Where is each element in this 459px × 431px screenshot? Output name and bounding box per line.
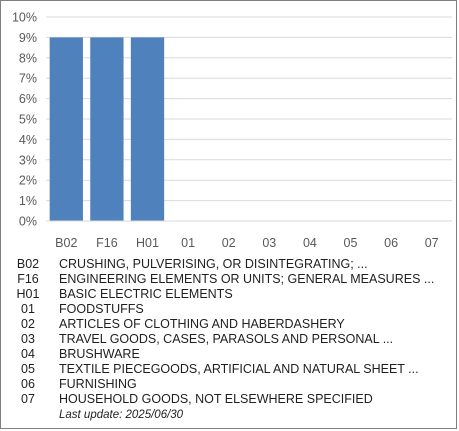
last-update-value: 2025/06/30: [125, 409, 184, 421]
legend-code: 02: [21, 317, 35, 331]
x-tick-label: 04: [303, 236, 317, 250]
legend-row: 06 FURNISHING: [14, 377, 444, 392]
legend-row: 01 FOODSTUFFS: [14, 302, 444, 317]
legend-description: ENGINEERING ELEMENTS OR UNITS; GENERAL M…: [59, 272, 435, 286]
legend-code: 01: [21, 302, 35, 316]
legend-row: 04 BRUSHWARE: [14, 347, 444, 362]
bar-chart: 0% 1% 2% 3% 4% 5% 6% 7% 8% 9% 10% B02 F16 H01 01 02 03 0…: [12, 11, 452, 250]
bar: [130, 37, 165, 222]
legend-code: 03: [21, 332, 35, 346]
x-tick-label: 05: [344, 236, 358, 250]
legend-description: FURNISHING: [59, 377, 137, 391]
legend-code: F16: [17, 272, 39, 286]
bars: [49, 37, 165, 222]
legend-description: TEXTILE PIECEGOODS, ARTIFICIAL AND NATUR…: [59, 362, 419, 376]
y-tick-label: 2%: [19, 174, 37, 188]
y-tick-label: 6%: [19, 92, 37, 106]
legend-description: CRUSHING, PULVERISING, OR DISINTEGRATING…: [59, 257, 368, 271]
legend-code: 06: [21, 377, 35, 391]
x-tick-label: B02: [55, 236, 77, 250]
legend-code: 05: [21, 362, 35, 376]
legend-row: F16 ENGINEERING ELEMENTS OR UNITS; GENER…: [14, 272, 444, 287]
legend-row: B02 CRUSHING, PULVERISING, OR DISINTEGRA…: [14, 257, 444, 272]
category-legend: B02 CRUSHING, PULVERISING, OR DISINTEGRA…: [14, 257, 444, 407]
legend-code: B02: [16, 257, 40, 271]
x-tick-label: 02: [222, 236, 236, 250]
y-tick-label: 0%: [19, 215, 37, 229]
y-tick-label: 8%: [19, 51, 37, 65]
legend-description: TRAVEL GOODS, CASES, PARASOLS AND PERSON…: [59, 332, 394, 346]
legend-row: 02 ARTICLES OF CLOTHING AND HABERDASHERY: [14, 317, 444, 332]
last-update-note: Last update: 2025/06/30: [59, 409, 183, 421]
y-tick-label: 1%: [19, 194, 37, 208]
bar: [90, 37, 124, 222]
legend-description: BASIC ELECTRIC ELEMENTS: [59, 287, 233, 301]
last-update-label: Last update:: [59, 409, 123, 421]
legend-code: 07: [21, 392, 35, 406]
legend-code: 04: [21, 347, 35, 361]
x-axis-ticks: B02 F16 H01 01 02 03 04 05 06 07: [55, 236, 439, 250]
y-tick-label: 5%: [19, 113, 37, 127]
y-tick-label: 7%: [19, 72, 37, 86]
x-tick-label: 03: [262, 236, 276, 250]
legend-description: FOODSTUFFS: [59, 302, 144, 316]
x-tick-label: F16: [96, 236, 118, 250]
x-tick-label: H01: [136, 236, 159, 250]
y-axis-ticks: 0% 1% 2% 3% 4% 5% 6% 7% 8% 9% 10%: [12, 11, 37, 229]
legend-description: BRUSHWARE: [59, 347, 140, 361]
y-tick-label: 4%: [19, 133, 37, 147]
x-tick-label: 06: [384, 236, 398, 250]
legend-row: 05 TEXTILE PIECEGOODS, ARTIFICIAL AND NA…: [14, 362, 444, 377]
legend-description: HOUSEHOLD GOODS, NOT ELSEWHERE SPECIFIED: [59, 392, 373, 406]
bar: [49, 37, 83, 222]
legend-row: 07 HOUSEHOLD GOODS, NOT ELSEWHERE SPECIF…: [14, 392, 444, 407]
y-tick-label: 3%: [19, 153, 37, 167]
legend-row: 03 TRAVEL GOODS, CASES, PARASOLS AND PER…: [14, 332, 444, 347]
x-tick-label: 07: [425, 236, 439, 250]
legend-row: H01 BASIC ELECTRIC ELEMENTS: [14, 287, 444, 302]
x-tick-label: 01: [181, 236, 195, 250]
legend-code: H01: [16, 287, 40, 301]
y-tick-label: 9%: [19, 31, 37, 45]
legend-description: ARTICLES OF CLOTHING AND HABERDASHERY: [59, 317, 345, 331]
y-tick-label: 10%: [12, 11, 37, 25]
